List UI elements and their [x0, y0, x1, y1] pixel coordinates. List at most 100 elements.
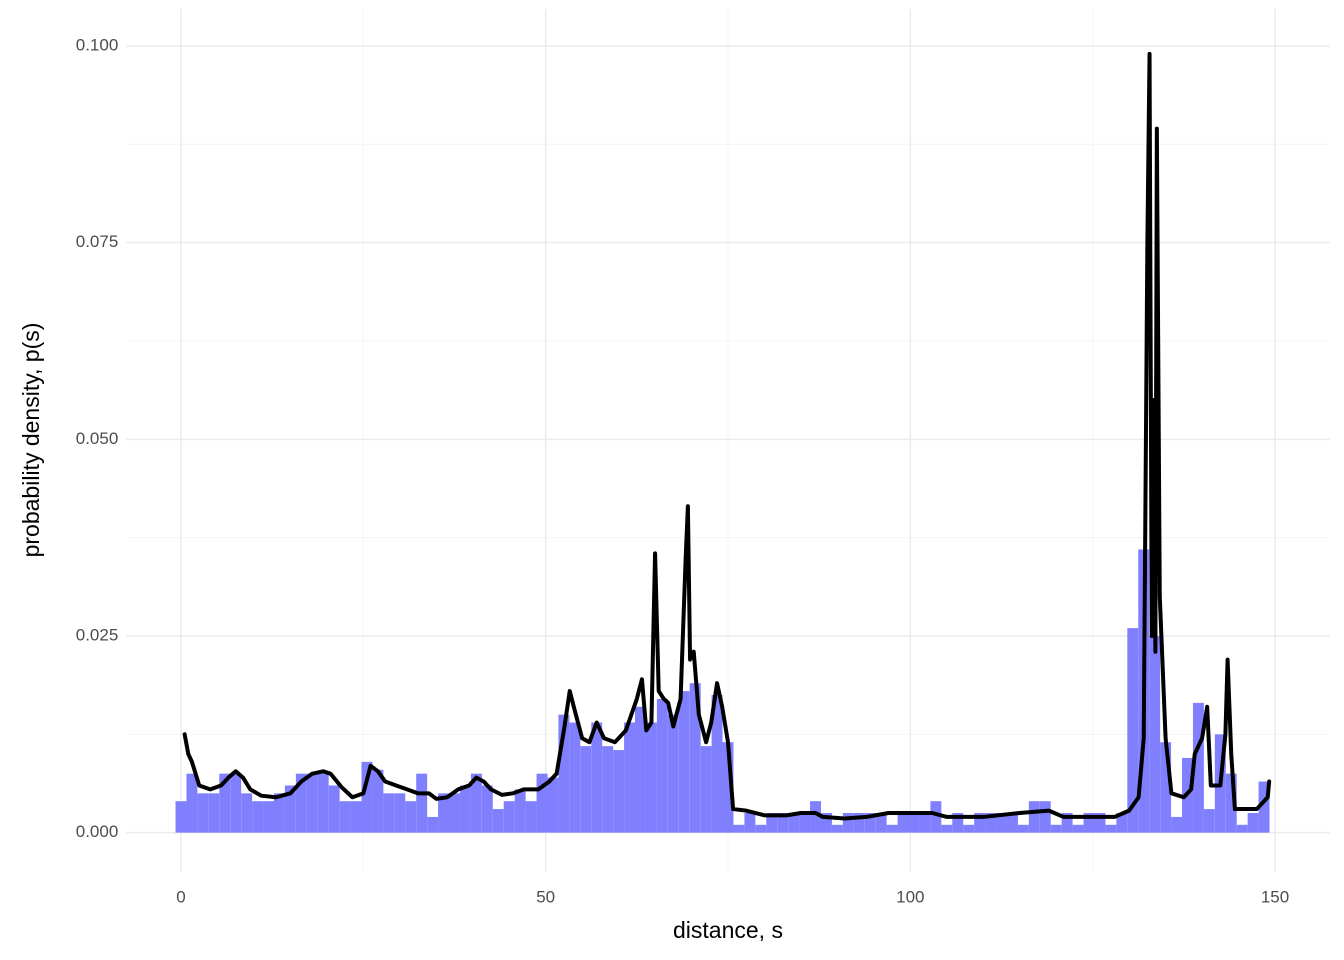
histogram-bar: [722, 742, 734, 833]
histogram-bar: [810, 801, 821, 833]
histogram-bar: [547, 777, 559, 833]
histogram-bar: [1225, 773, 1237, 833]
histogram-bar: [317, 773, 329, 833]
histogram-bar: [536, 773, 548, 833]
y-axis-title: probability density, p(s): [18, 323, 44, 558]
density-line: [182, 51, 1272, 821]
histogram-bar: [492, 809, 504, 833]
histogram-bar: [755, 824, 767, 833]
x-tick-label: 0: [176, 887, 185, 906]
histogram-bar: [525, 801, 537, 833]
histogram-bar: [273, 793, 285, 833]
histogram-bar: [306, 773, 318, 833]
histogram-bar: [569, 722, 581, 833]
y-tick-label: 0.000: [76, 822, 119, 841]
histogram-bar: [394, 793, 406, 833]
histogram-bar: [208, 793, 220, 833]
histogram-bar: [766, 812, 778, 833]
histogram-bar: [438, 793, 450, 833]
histogram-bar: [919, 812, 931, 833]
histogram-bar: [1160, 742, 1172, 833]
histogram-bar: [700, 746, 712, 833]
histogram-bar: [930, 801, 942, 833]
histogram-bar: [1258, 781, 1270, 833]
histogram-bar: [284, 785, 296, 833]
histogram-bar: [678, 691, 690, 833]
x-axis-title: distance, s: [673, 917, 783, 943]
grid: [126, 9, 1330, 872]
y-tick-label: 0.100: [76, 35, 119, 54]
histogram-bar: [733, 824, 745, 833]
histogram-bar: [263, 801, 274, 833]
histogram-bar: [416, 773, 428, 833]
histogram-bar: [1116, 812, 1128, 833]
x-tick-label: 100: [896, 887, 924, 906]
histogram-bar: [252, 801, 264, 833]
histogram-bar: [580, 746, 592, 833]
histogram-bar: [1127, 628, 1139, 833]
histogram-bar: [459, 785, 471, 833]
histogram-bar: [470, 773, 482, 833]
marks: [175, 51, 1272, 833]
histogram-bar: [952, 812, 964, 833]
histogram-bar: [186, 773, 198, 833]
histogram-bar: [372, 769, 384, 833]
histogram-bar: [985, 812, 997, 833]
histogram-bar: [974, 812, 986, 833]
histogram-bar: [1203, 809, 1215, 833]
y-tick-label: 0.075: [76, 232, 119, 251]
histogram-bar: [667, 714, 679, 833]
y-tick-label: 0.025: [76, 625, 119, 644]
histogram-bar: [1072, 824, 1084, 833]
histogram-bar: [503, 801, 515, 833]
histogram-bar: [799, 812, 811, 833]
histogram-bar: [602, 746, 614, 833]
histogram-bar: [1061, 812, 1073, 833]
histogram-bar: [514, 789, 526, 833]
histogram-bar: [1236, 824, 1248, 833]
histogram-bar: [1171, 816, 1183, 833]
histogram-bar: [711, 694, 723, 833]
histogram-bar: [613, 750, 625, 833]
histogram-bar: [777, 812, 789, 833]
histogram-bar: [1050, 824, 1062, 833]
histogram-bar: [383, 793, 395, 833]
histogram-bar: [963, 824, 975, 833]
histogram-bar: [689, 683, 701, 833]
histogram-bar: [219, 773, 231, 833]
histogram-bar: [175, 801, 187, 833]
histogram-bar: [886, 824, 898, 833]
histogram-bar: [1017, 824, 1029, 833]
histogram-bar: [1192, 702, 1204, 833]
histogram-bar: [1247, 812, 1259, 833]
histogram-bar: [941, 824, 953, 833]
histogram-bar: [328, 785, 340, 833]
histogram-bar: [427, 816, 439, 833]
histogram-bar: [875, 812, 887, 833]
histogram-bar: [897, 812, 909, 833]
histogram-bar: [635, 706, 646, 833]
histogram-bar: [295, 773, 307, 833]
histogram-bar: [864, 812, 876, 833]
x-tick-label: 50: [536, 887, 555, 906]
histogram-bar: [1094, 812, 1106, 833]
histogram-bar: [449, 793, 460, 833]
histogram-bar: [744, 812, 756, 833]
histogram-bar: [842, 812, 854, 833]
histogram-bar: [1028, 801, 1040, 833]
histogram-bar: [481, 785, 493, 833]
histogram-bar: [996, 812, 1007, 833]
histogram-bar: [241, 793, 253, 833]
histogram-bar: [908, 812, 920, 833]
histogram-bar: [230, 773, 242, 833]
histogram-bar: [645, 722, 657, 833]
histogram-bar: [558, 714, 570, 833]
histogram-bar: [656, 698, 668, 833]
histogram-bar: [1105, 824, 1117, 833]
histogram-bar: [1006, 812, 1018, 833]
histogram-bar: [405, 801, 417, 833]
histogram-bar: [1083, 812, 1095, 833]
histogram-bar: [350, 801, 362, 833]
x-tick-label: 150: [1261, 887, 1289, 906]
